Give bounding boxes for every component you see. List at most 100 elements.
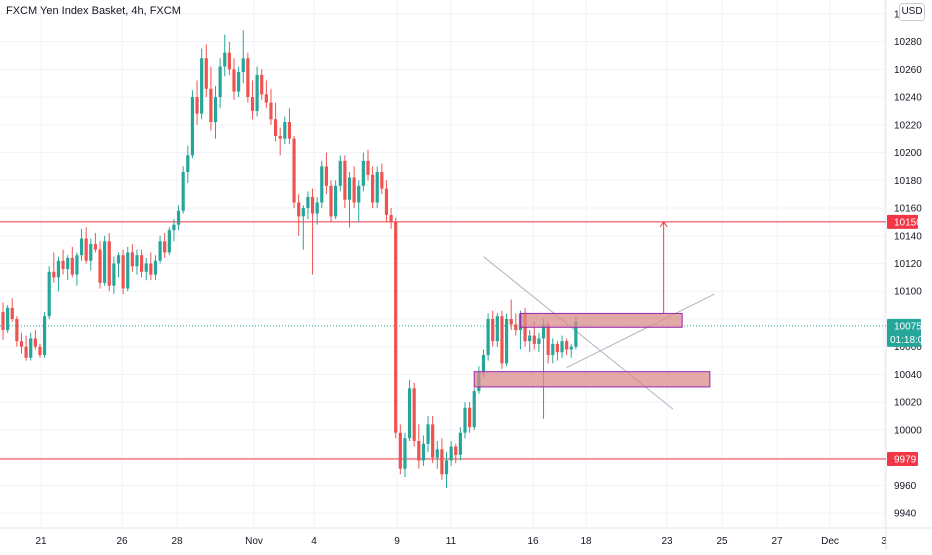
candle-body — [472, 391, 476, 428]
candle-body — [306, 196, 310, 209]
y-tick-label: 10120 — [894, 259, 922, 270]
candle-body — [163, 241, 167, 253]
y-tick-label: 10040 — [894, 370, 922, 381]
candle-body — [509, 318, 513, 325]
y-tick-label: 10260 — [894, 65, 922, 76]
candle-body — [144, 263, 148, 272]
candle-body — [61, 260, 65, 270]
x-tick-label: 27 — [771, 536, 783, 547]
candle-body — [398, 432, 402, 469]
candle-body — [329, 185, 333, 217]
candle-body — [343, 160, 347, 200]
candle-body — [218, 66, 222, 98]
x-tick-label: 11 — [446, 536, 457, 547]
candle-body — [292, 138, 296, 203]
candle-body — [380, 171, 384, 189]
candle-body — [232, 69, 236, 92]
candle-body — [449, 446, 453, 461]
candle-body — [426, 424, 430, 444]
candle-body — [444, 460, 449, 475]
candle-body — [468, 407, 472, 428]
candle-body — [324, 166, 328, 186]
candle-body — [481, 355, 486, 372]
candle-body — [237, 72, 241, 92]
candle-body — [93, 244, 97, 250]
y-tick-label: 10160 — [894, 204, 922, 215]
candle-body — [209, 88, 213, 123]
candle-body — [454, 446, 458, 455]
candle-body — [19, 341, 24, 347]
x-tick-label: 9 — [394, 536, 400, 547]
candle-body — [528, 335, 532, 342]
candle-body — [241, 58, 245, 73]
candle-body — [273, 119, 278, 136]
candle-body — [195, 97, 199, 114]
x-tick-label: 4 — [311, 536, 317, 547]
candle-body — [1, 312, 5, 331]
candle-body — [565, 341, 569, 350]
candle-body — [89, 244, 93, 261]
candle-body — [435, 449, 439, 458]
candle-body — [412, 388, 416, 442]
candle-body — [84, 238, 88, 261]
x-tick-label: 18 — [580, 536, 592, 547]
candle-body — [371, 174, 375, 203]
x-tick-label: 21 — [35, 536, 47, 547]
candle-body — [440, 449, 444, 475]
candle-body — [555, 343, 559, 353]
currency-button[interactable]: USD — [899, 3, 925, 21]
y-tick-label: 10140 — [894, 231, 922, 242]
candle-body — [75, 255, 79, 275]
candle-body — [190, 97, 195, 156]
candle-body — [458, 432, 462, 455]
candle-body — [52, 271, 56, 278]
candle-body — [126, 252, 130, 289]
y-tick-label: 9960 — [894, 481, 917, 492]
last-price-label: 10075 — [894, 321, 922, 332]
y-tick-label: 9940 — [894, 509, 917, 520]
candle-body — [315, 202, 319, 214]
candle-body — [407, 388, 412, 439]
x-tick-label: 16 — [527, 536, 539, 547]
candle-body — [514, 324, 518, 331]
candle-body — [33, 338, 37, 347]
candle-body — [223, 52, 227, 67]
level-price-tag — [887, 214, 918, 229]
y-tick-label: 10220 — [894, 120, 922, 131]
candle-body — [541, 324, 546, 339]
candle-body — [491, 318, 495, 342]
candle-body — [334, 185, 338, 217]
candle-body — [200, 58, 204, 114]
candle-body — [112, 263, 116, 286]
x-tick-label: Nov — [245, 536, 263, 547]
y-tick-label: 10180 — [894, 176, 922, 187]
candle-body — [153, 260, 158, 275]
candle-body — [264, 94, 268, 103]
candle-body — [56, 260, 61, 278]
candle-body — [574, 321, 578, 347]
price-zone — [519, 312, 683, 328]
candle-body — [500, 316, 504, 364]
candle-body — [167, 230, 171, 253]
candle-body — [140, 255, 144, 272]
candle-body — [10, 307, 14, 319]
projection-arrow-head — [659, 221, 668, 228]
candle-body — [186, 155, 190, 172]
y-tick-label: 10200 — [894, 148, 922, 159]
level-price-label: 9979 — [894, 455, 917, 466]
candle-body — [287, 122, 292, 139]
candle-body — [172, 224, 176, 231]
y-tick-label: 10100 — [894, 287, 922, 298]
y-tick-label: 10020 — [894, 398, 922, 409]
candle-body — [255, 74, 259, 111]
candle-body — [121, 255, 125, 289]
candle-body — [283, 122, 287, 139]
candle-body — [24, 346, 28, 358]
candle-body — [310, 196, 315, 214]
candle-body — [532, 335, 536, 344]
x-tick-label: 28 — [171, 536, 183, 547]
candle-body — [130, 252, 134, 267]
candle-body — [394, 221, 398, 433]
